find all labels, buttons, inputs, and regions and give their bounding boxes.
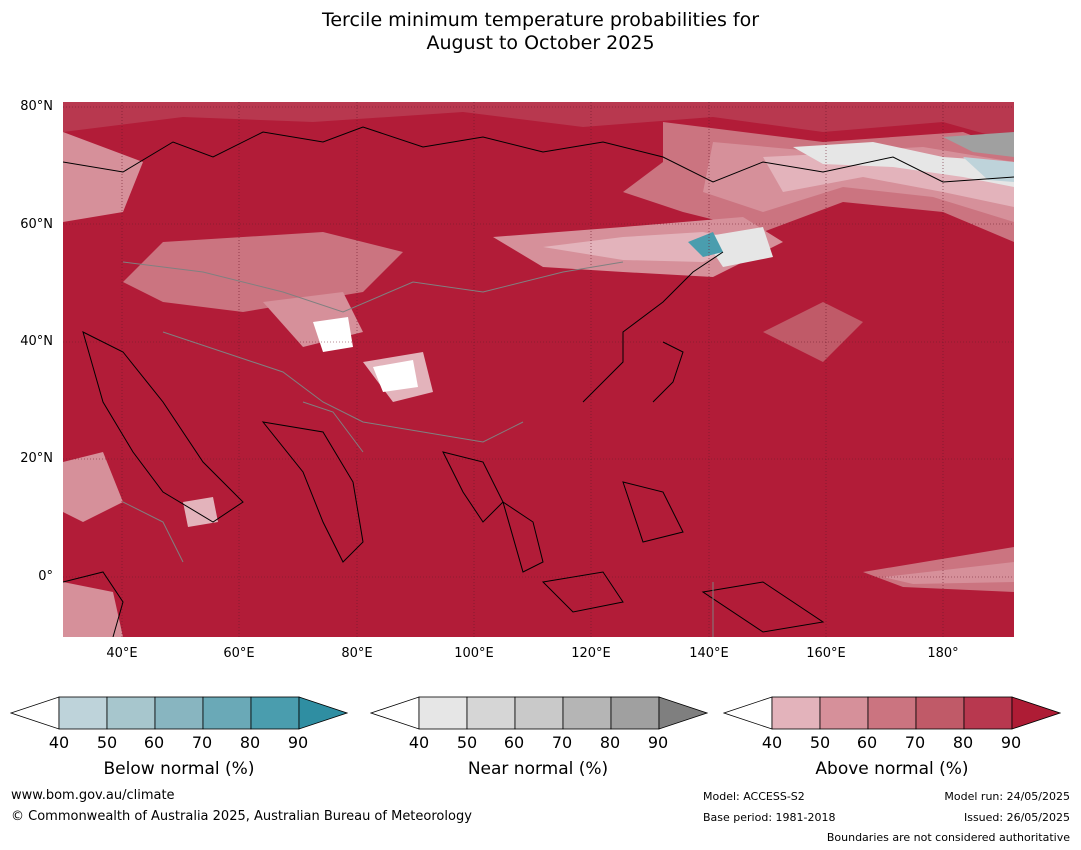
colorbar-segment xyxy=(819,696,869,730)
model-text: Model: ACCESS-S2 xyxy=(703,790,805,803)
below-normal-colorbar xyxy=(10,696,348,730)
colorbar-segment xyxy=(466,696,516,730)
probability-map xyxy=(63,102,1014,637)
map-canvas xyxy=(63,102,1014,637)
colorbar-under-triangle xyxy=(370,696,420,730)
below-tick-50: 50 xyxy=(96,733,118,752)
below-tick-80: 80 xyxy=(239,733,261,752)
lat-label-60n: 60°N xyxy=(20,217,53,232)
colorbar-segment xyxy=(154,696,204,730)
colorbar-segment xyxy=(771,696,821,730)
lon-label-120e: 120°E xyxy=(571,646,611,661)
below-tick-90: 90 xyxy=(287,733,309,752)
near-normal-colorbar xyxy=(370,696,708,730)
lon-label-100e: 100°E xyxy=(454,646,494,661)
colorbar-segment xyxy=(867,696,917,730)
colorbar-over-triangle xyxy=(1011,696,1061,730)
country-borders xyxy=(122,261,714,637)
title-line-2: August to October 2025 xyxy=(426,32,655,54)
above-normal-label: Above normal (%) xyxy=(815,759,969,779)
colorbar-segment xyxy=(58,696,108,730)
boundaries-note: Boundaries are not considered authoritat… xyxy=(826,831,1070,844)
above-tick-60: 60 xyxy=(856,733,878,752)
colorbar-segment xyxy=(963,696,1013,730)
near-tick-80: 80 xyxy=(599,733,621,752)
lat-label-80n: 80°N xyxy=(20,99,53,114)
issued-text: Issued: 26/05/2025 xyxy=(963,811,1070,824)
colorbar-under-triangle xyxy=(10,696,60,730)
website-link[interactable]: www.bom.gov.au/climate xyxy=(11,788,175,803)
colorbar-segment xyxy=(562,696,612,730)
colorbar-under-triangle xyxy=(723,696,773,730)
base-period-text: Base period: 1981-2018 xyxy=(703,811,836,824)
chart-title: Tercile minimum temperature probabilitie… xyxy=(0,9,1081,55)
above-normal-colorbar xyxy=(723,696,1061,730)
colorbar-over-triangle xyxy=(658,696,708,730)
above-tick-80: 80 xyxy=(952,733,974,752)
below-tick-60: 60 xyxy=(143,733,165,752)
above-tick-70: 70 xyxy=(904,733,926,752)
above-tick-50: 50 xyxy=(809,733,831,752)
below-tick-70: 70 xyxy=(191,733,213,752)
lat-label-0: 0° xyxy=(38,569,53,584)
colorbar-segment xyxy=(202,696,252,730)
shading-patches xyxy=(63,102,1014,637)
lon-label-180: 180° xyxy=(927,646,959,661)
colorbar-segment xyxy=(514,696,564,730)
lon-label-160e: 160°E xyxy=(806,646,846,661)
above-tick-40: 40 xyxy=(761,733,783,752)
near-tick-60: 60 xyxy=(503,733,525,752)
lon-label-40e: 40°E xyxy=(106,646,138,661)
graticule xyxy=(63,102,1014,637)
lon-label-140e: 140°E xyxy=(689,646,729,661)
colorbar-segment xyxy=(915,696,965,730)
colorbar-segment xyxy=(418,696,468,730)
near-tick-70: 70 xyxy=(551,733,573,752)
copyright-text: © Commonwealth of Australia 2025, Austra… xyxy=(11,809,472,824)
near-normal-label: Near normal (%) xyxy=(467,759,609,779)
lat-label-40n: 40°N xyxy=(20,334,53,349)
colorbar-over-triangle xyxy=(298,696,348,730)
near-tick-40: 40 xyxy=(408,733,430,752)
title-line-1: Tercile minimum temperature probabilitie… xyxy=(321,9,760,31)
lon-label-60e: 60°E xyxy=(223,646,255,661)
coastlines xyxy=(63,126,1014,637)
colorbar-segment xyxy=(250,696,300,730)
model-run-text: Model run: 24/05/2025 xyxy=(944,790,1070,803)
near-tick-50: 50 xyxy=(456,733,478,752)
below-normal-label: Below normal (%) xyxy=(103,759,255,779)
below-tick-40: 40 xyxy=(48,733,70,752)
lat-label-20n: 20°N xyxy=(20,451,53,466)
above-tick-90: 90 xyxy=(1000,733,1022,752)
colorbar-segment xyxy=(106,696,156,730)
colorbar-segment xyxy=(610,696,660,730)
near-tick-90: 90 xyxy=(647,733,669,752)
lon-label-80e: 80°E xyxy=(341,646,373,661)
